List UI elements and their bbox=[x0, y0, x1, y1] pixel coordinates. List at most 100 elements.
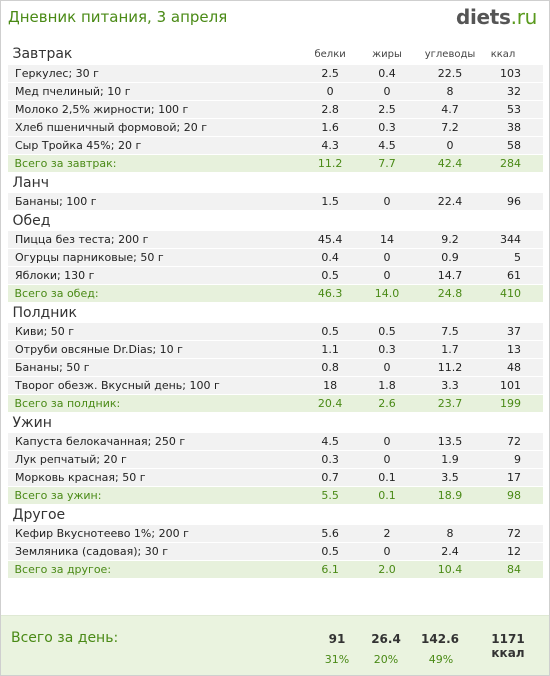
food-name[interactable]: Морковь красная; 50 г bbox=[7, 468, 302, 487]
meal-total-kcal: 410 bbox=[484, 284, 543, 303]
day-total-panel: Всего за день: 91 26.4 142.6 1171 ккал 3… bbox=[1, 615, 549, 675]
food-name[interactable]: Отруби овсяные Dr.Dias; 10 г bbox=[7, 340, 302, 359]
food-name[interactable]: Капуста белокачанная; 250 г bbox=[7, 432, 302, 451]
food-fat: 0.3 bbox=[359, 340, 416, 359]
food-kcal: 344 bbox=[484, 230, 543, 249]
meal-header-row: Завтрак белки жиры углеводы ккал bbox=[7, 45, 543, 65]
food-row[interactable]: Сыр Тройка 45%; 20 г 4.3 4.5 0 58 bbox=[7, 136, 543, 155]
food-fat: 0 bbox=[359, 542, 416, 561]
food-fat: 0.1 bbox=[359, 468, 416, 487]
food-fat: 0.5 bbox=[359, 322, 416, 341]
food-fat: 0 bbox=[359, 432, 416, 451]
meal-total-carbs: 23.7 bbox=[415, 394, 485, 413]
food-fat: 0.4 bbox=[359, 64, 416, 83]
food-row[interactable]: Лук репчатый; 20 г 0.3 0 1.9 9 bbox=[7, 450, 543, 469]
food-name[interactable]: Пицца без теста; 200 г bbox=[7, 230, 302, 249]
food-carbs: 8 bbox=[415, 524, 485, 543]
food-kcal: 103 bbox=[484, 64, 543, 83]
food-kcal: 17 bbox=[484, 468, 543, 487]
food-protein: 18 bbox=[301, 376, 360, 395]
food-carbs: 3.5 bbox=[415, 468, 485, 487]
food-carbs: 14.7 bbox=[415, 266, 485, 285]
food-row[interactable]: Пицца без теста; 200 г 45.4 14 9.2 344 bbox=[7, 230, 543, 249]
meal-total-row: Всего за ужин: 5.5 0.1 18.9 98 bbox=[7, 486, 543, 505]
food-kcal: 5 bbox=[484, 248, 543, 267]
meal-total-label: Всего за полдник: bbox=[7, 394, 302, 413]
food-carbs: 7.5 bbox=[415, 322, 485, 341]
food-row[interactable]: Молоко 2,5% жирности; 100 г 2.8 2.5 4.7 53 bbox=[7, 100, 543, 119]
food-row[interactable]: Морковь красная; 50 г 0.7 0.1 3.5 17 bbox=[7, 468, 543, 487]
food-row[interactable]: Капуста белокачанная; 250 г 4.5 0 13.5 72 bbox=[7, 432, 543, 451]
meal-title: Обед bbox=[7, 210, 543, 231]
meal-title: Ужин bbox=[7, 412, 543, 433]
meal-total-carbs: 42.4 bbox=[415, 154, 485, 173]
food-name[interactable]: Сыр Тройка 45%; 20 г bbox=[7, 136, 302, 155]
food-kcal: 53 bbox=[484, 100, 543, 119]
meal-total-fat: 7.7 bbox=[359, 154, 416, 173]
food-name[interactable]: Молоко 2,5% жирности; 100 г bbox=[7, 100, 302, 119]
food-row[interactable]: Отруби овсяные Dr.Dias; 10 г 1.1 0.3 1.7 13 bbox=[7, 340, 543, 359]
meal-total-carbs: 24.8 bbox=[415, 284, 485, 303]
food-name[interactable]: Огурцы парниковые; 50 г bbox=[7, 248, 302, 267]
food-row[interactable]: Творог обезж. Вкусный день; 100 г 18 1.8 3.… bbox=[7, 376, 543, 395]
food-row[interactable]: Огурцы парниковые; 50 г 0.4 0 0.9 5 bbox=[7, 248, 543, 267]
page-title: Дневник питания, 3 апреля bbox=[8, 8, 228, 26]
food-name[interactable]: Киви; 50 г bbox=[7, 322, 302, 341]
meal-total-protein: 5.5 bbox=[301, 486, 360, 505]
food-name[interactable]: Творог обезж. Вкусный день; 100 г bbox=[7, 376, 302, 395]
food-carbs: 22.5 bbox=[415, 64, 485, 83]
meal-total-kcal: 284 bbox=[484, 154, 543, 173]
food-row[interactable]: Мед пчелиный; 10 г 0 0 8 32 bbox=[7, 82, 543, 101]
food-kcal: 9 bbox=[484, 450, 543, 469]
food-name[interactable]: Яблоки; 130 г bbox=[7, 266, 302, 285]
food-name[interactable]: Мед пчелиный; 10 г bbox=[7, 82, 302, 101]
site-logo[interactable]: diets.ru bbox=[456, 5, 537, 29]
food-kcal: 72 bbox=[484, 524, 543, 543]
food-name[interactable]: Земляника (садовая); 30 г bbox=[7, 542, 302, 561]
food-row[interactable]: Киви; 50 г 0.5 0.5 7.5 37 bbox=[7, 322, 543, 341]
day-total-kcal: 1171 ккал bbox=[491, 632, 525, 660]
column-header-fat: жиры bbox=[359, 45, 416, 65]
food-kcal: 96 bbox=[484, 192, 543, 211]
logo-tld: .ru bbox=[510, 5, 538, 29]
food-fat: 4.5 bbox=[359, 136, 416, 155]
food-fat: 2.5 bbox=[359, 100, 416, 119]
meal-title: Другое bbox=[7, 504, 543, 525]
food-fat: 2 bbox=[359, 524, 416, 543]
meal-total-label: Всего за завтрак: bbox=[7, 154, 302, 173]
food-carbs: 22.4 bbox=[415, 192, 485, 211]
meal-header-row: Другое bbox=[7, 504, 543, 525]
food-fat: 14 bbox=[359, 230, 416, 249]
food-protein: 4.3 bbox=[301, 136, 360, 155]
food-row[interactable]: Кефир Вкуснотеево 1%; 200 г 5.6 2 8 72 bbox=[7, 524, 543, 543]
food-row[interactable]: Земляника (садовая); 30 г 0.5 0 2.4 12 bbox=[7, 542, 543, 561]
meal-total-label: Всего за другое: bbox=[7, 560, 302, 579]
food-row[interactable]: Геркулес; 30 г 2.5 0.4 22.5 103 bbox=[7, 64, 543, 83]
food-name[interactable]: Геркулес; 30 г bbox=[7, 64, 302, 83]
food-carbs: 11.2 bbox=[415, 358, 485, 377]
food-carbs: 13.5 bbox=[415, 432, 485, 451]
day-fat-percent: 20% bbox=[373, 653, 399, 666]
food-carbs: 1.9 bbox=[415, 450, 485, 469]
food-row[interactable]: Яблоки; 130 г 0.5 0 14.7 61 bbox=[7, 266, 543, 285]
food-carbs: 0.9 bbox=[415, 248, 485, 267]
food-name[interactable]: Бананы; 100 г bbox=[7, 192, 302, 211]
day-total-fat: 26.4 bbox=[371, 632, 401, 646]
food-carbs: 2.4 bbox=[415, 542, 485, 561]
food-protein: 0.4 bbox=[301, 248, 360, 267]
food-row[interactable]: Бананы; 50 г 0.8 0 11.2 48 bbox=[7, 358, 543, 377]
food-kcal: 61 bbox=[484, 266, 543, 285]
food-name[interactable]: Лук репчатый; 20 г bbox=[7, 450, 302, 469]
food-name[interactable]: Хлеб пшеничный формовой; 20 г bbox=[7, 118, 302, 137]
meal-title: Ланч bbox=[7, 172, 543, 193]
food-name[interactable]: Кефир Вкуснотеево 1%; 200 г bbox=[7, 524, 302, 543]
meal-title: Полдник bbox=[7, 302, 543, 323]
meal-total-carbs: 18.9 bbox=[415, 486, 485, 505]
meal-total-protein: 11.2 bbox=[301, 154, 360, 173]
day-carbs-percent: 49% bbox=[428, 653, 454, 666]
food-row[interactable]: Бананы; 100 г 1.5 0 22.4 96 bbox=[7, 192, 543, 211]
food-row[interactable]: Хлеб пшеничный формовой; 20 г 1.6 0.3 7.2 38 bbox=[7, 118, 543, 137]
food-kcal: 12 bbox=[484, 542, 543, 561]
food-name[interactable]: Бананы; 50 г bbox=[7, 358, 302, 377]
food-carbs: 4.7 bbox=[415, 100, 485, 119]
